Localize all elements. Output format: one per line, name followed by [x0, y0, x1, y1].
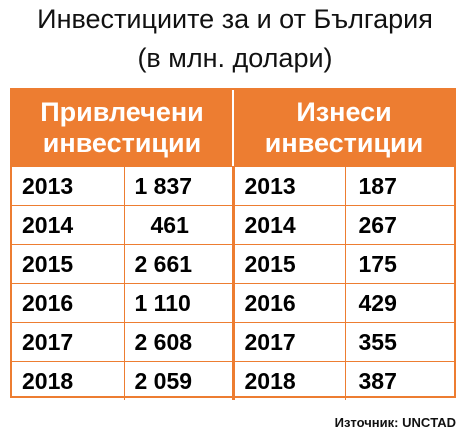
investment-table: Привлечени инвестиции Изнеси инвестиции … [12, 90, 455, 400]
table-header-row: Привлечени инвестиции Изнеси инвестиции [12, 90, 455, 167]
year-cell: 2018 [12, 361, 125, 400]
header-outward-investments: Изнеси инвестиции [232, 90, 455, 167]
year-cell: 2016 [12, 283, 125, 323]
attracted-value-cell: 1 837 [124, 166, 235, 206]
source-note: Източник: UNCTAD [334, 415, 456, 430]
page-title: Инвестициите за и от България [37, 4, 433, 34]
year-cell: 2017 [233, 322, 346, 362]
year-cell: 2013 [233, 166, 346, 206]
attracted-value-cell: 2 059 [124, 361, 235, 400]
page-subtitle: (в млн. долари) [137, 43, 333, 73]
year-cell: 2014 [233, 205, 346, 245]
outward-value-cell: 429 [345, 283, 455, 323]
attracted-value-cell: 2 608 [124, 322, 235, 362]
table-row: 2013 1 837 2013 187 [12, 166, 455, 206]
outward-value-cell: 387 [345, 361, 455, 400]
attracted-value-cell: 2 661 [124, 244, 235, 284]
header-attracted-investments: Привлечени инвестиции [12, 90, 234, 167]
year-cell: 2015 [12, 244, 125, 284]
outward-value-cell: 267 [345, 205, 455, 245]
outward-value-cell: 187 [345, 166, 455, 206]
year-cell: 2014 [12, 205, 125, 245]
table-row: 2014 461 2014 267 [12, 205, 455, 245]
year-cell: 2015 [233, 244, 346, 284]
year-cell: 2018 [233, 361, 346, 400]
year-cell: 2013 [12, 166, 125, 206]
year-cell: 2017 [12, 322, 125, 362]
table-row: 2017 2 608 2017 355 [12, 322, 455, 362]
year-cell: 2016 [233, 283, 346, 323]
investment-table-frame: Привлечени инвестиции Изнеси инвестиции … [10, 88, 456, 400]
table-row: 2018 2 059 2018 387 [12, 361, 455, 400]
table-row: 2015 2 661 2015 175 [12, 244, 455, 284]
table-row: 2016 1 110 2016 429 [12, 283, 455, 323]
attracted-value-cell: 461 [124, 205, 235, 245]
outward-value-cell: 175 [345, 244, 455, 284]
attracted-value-cell: 1 110 [124, 283, 235, 323]
outward-value-cell: 355 [345, 322, 455, 362]
